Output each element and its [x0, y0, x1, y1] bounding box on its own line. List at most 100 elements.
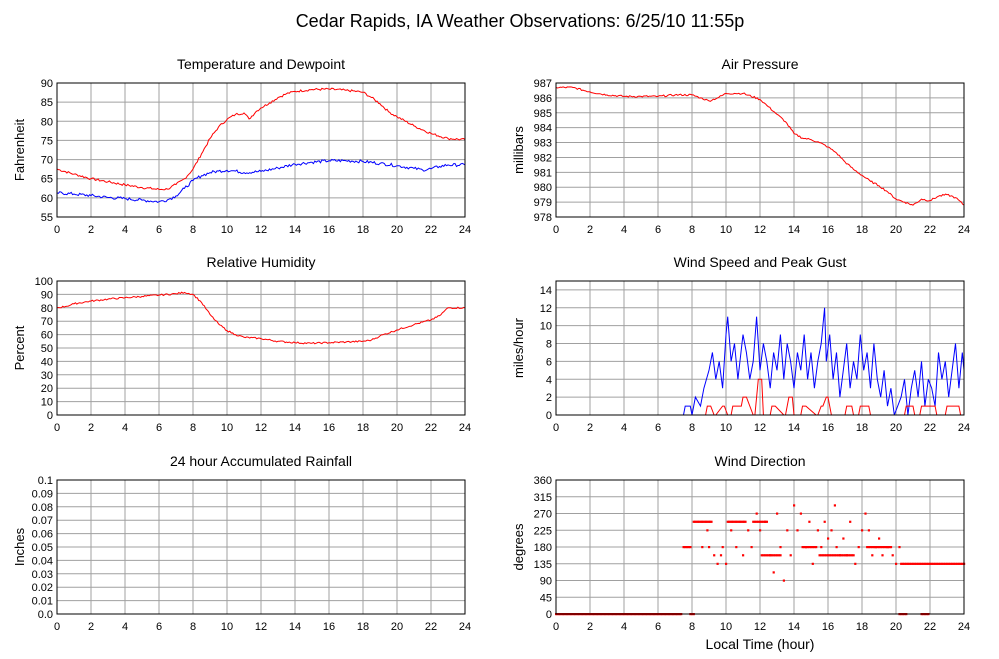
data-point — [729, 520, 732, 523]
data-point — [922, 562, 925, 565]
y-tick-label: 6 — [546, 356, 552, 368]
data-point — [957, 562, 961, 565]
x-tick-label: 12 — [754, 422, 766, 434]
data-point — [774, 554, 777, 557]
data-point — [735, 546, 738, 549]
data-point — [703, 520, 706, 523]
y-tick-label: 987 — [534, 78, 552, 90]
data-point — [837, 554, 840, 557]
x-tick-label: 0 — [553, 224, 559, 236]
x-tick-label: 14 — [289, 422, 301, 434]
data-point — [827, 537, 830, 540]
data-point — [864, 512, 867, 515]
y-tick-label: 986 — [534, 93, 552, 105]
x-tick-label: 12 — [255, 224, 267, 236]
data-point — [736, 520, 739, 523]
x-tick-label: 16 — [822, 422, 834, 434]
data-point — [830, 529, 833, 532]
data-point — [698, 520, 701, 523]
data-point — [930, 562, 933, 565]
y-tick-label: 4 — [546, 374, 552, 386]
data-point — [823, 520, 826, 523]
y-tick-label: 0 — [546, 609, 552, 621]
data-point — [759, 520, 762, 523]
x-tick-label: 4 — [621, 224, 627, 236]
y-axis-label: miles/hour — [511, 317, 526, 378]
series-line-0 — [56, 87, 466, 191]
x-tick-label: 6 — [156, 422, 162, 434]
x-tick-label: 8 — [689, 422, 695, 434]
data-point — [759, 529, 762, 532]
data-point — [878, 537, 881, 540]
x-tick-label: 8 — [689, 621, 695, 633]
x-tick-label: 4 — [621, 621, 627, 633]
chart-title: Air Pressure — [721, 56, 798, 72]
data-point — [871, 546, 874, 549]
data-point — [707, 520, 710, 523]
data-point — [915, 562, 918, 565]
y-tick-label: 45 — [540, 592, 552, 604]
y-tick-label: 0.01 — [32, 596, 53, 608]
data-point — [811, 546, 814, 549]
y-tick-label: 80 — [41, 116, 53, 128]
x-tick-label: 10 — [720, 422, 732, 434]
data-point — [803, 546, 806, 549]
data-point — [900, 562, 903, 565]
data-point — [895, 562, 898, 565]
x-tick-label: 20 — [391, 422, 403, 434]
data-point — [861, 529, 864, 532]
data-point — [779, 546, 782, 549]
x-tick-label: 14 — [788, 621, 800, 633]
x-tick-label: 6 — [655, 621, 661, 633]
y-tick-label: 0.09 — [32, 488, 53, 500]
data-point — [954, 562, 957, 565]
data-point — [777, 554, 780, 557]
data-point — [708, 546, 711, 549]
x-tick-label: 18 — [856, 224, 868, 236]
plot-frame — [56, 82, 466, 218]
x-tick-label: 22 — [924, 224, 936, 236]
y-tick-label: 30 — [41, 370, 53, 382]
data-point — [891, 554, 894, 557]
x-tick-label: 18 — [357, 224, 369, 236]
data-point — [810, 546, 813, 549]
data-point — [961, 562, 964, 565]
x-tick-label: 0 — [54, 621, 60, 633]
y-tick-label: 982 — [534, 152, 552, 164]
y-tick-label: 100 — [35, 276, 53, 288]
x-tick-label: 14 — [788, 422, 800, 434]
data-point — [869, 546, 872, 549]
y-tick-label: 0.06 — [32, 529, 53, 541]
x-tick-label: 18 — [357, 621, 369, 633]
data-point — [845, 554, 848, 557]
data-point — [765, 520, 768, 523]
y-tick-label: 0.07 — [32, 515, 53, 527]
data-point — [852, 554, 855, 557]
data-point — [742, 554, 745, 557]
chart-title: Wind Direction — [714, 453, 805, 469]
data-point — [820, 546, 823, 549]
x-tick-label: 24 — [958, 422, 970, 434]
data-point — [764, 520, 767, 523]
data-point — [750, 546, 753, 549]
data-point — [808, 546, 811, 549]
plot-frame — [555, 82, 965, 218]
page-title: Cedar Rapids, IA Weather Observations: 6… — [296, 11, 745, 31]
data-point — [878, 546, 881, 549]
data-point — [682, 546, 685, 549]
y-tick-label: 180 — [534, 542, 552, 554]
y-tick-label: 65 — [41, 174, 53, 186]
data-point — [944, 562, 947, 565]
series-line-0 — [555, 86, 965, 206]
data-point — [725, 562, 728, 565]
data-point — [850, 554, 853, 557]
data-point — [685, 546, 689, 549]
data-point — [952, 562, 955, 565]
data-point — [821, 554, 825, 557]
x-tick-label: 12 — [255, 621, 267, 633]
data-point — [710, 520, 713, 523]
